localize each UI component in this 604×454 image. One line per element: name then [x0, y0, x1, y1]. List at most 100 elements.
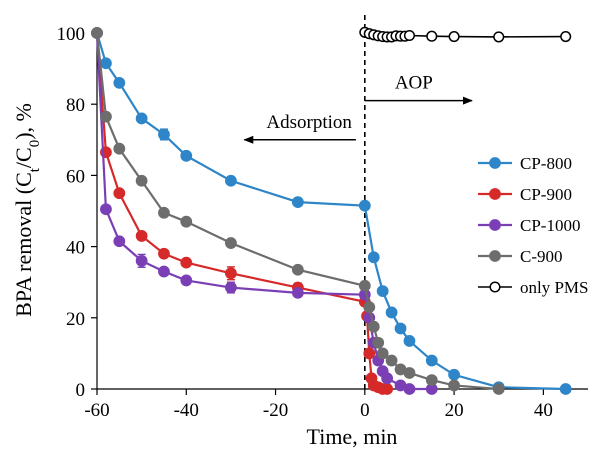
data-point: [560, 384, 571, 395]
data-point: [494, 32, 504, 42]
data-point: [373, 337, 384, 348]
data-point: [404, 335, 415, 346]
data-point: [114, 188, 125, 199]
y-tick-label: 100: [57, 24, 86, 45]
y-axis-label-part-2: /C: [11, 147, 36, 168]
data-point: [114, 143, 125, 154]
legend-swatch-marker: [490, 282, 500, 292]
chart-axes: 0 20 40 60 80 100 -60 -40 -20 0 20 40: [57, 15, 589, 421]
data-point: [136, 230, 147, 241]
data-point: [181, 216, 192, 227]
series-line-c-900: [97, 33, 499, 389]
legend-label: only PMS: [520, 278, 589, 297]
y-axis-label: BPA removal (Ct/C0), %: [11, 103, 43, 317]
data-point: [292, 264, 303, 275]
y-axis-label-part-1: BPA removal (C: [11, 172, 36, 317]
data-point: [493, 384, 504, 395]
x-tick-label: 0: [360, 400, 370, 421]
legend-swatch-marker: [490, 251, 501, 262]
data-point: [114, 236, 125, 247]
data-point: [136, 255, 147, 266]
data-point: [377, 348, 388, 359]
x-tick-label: -40: [174, 400, 199, 421]
legend-item-cp-800: CP-800: [478, 154, 572, 173]
data-point: [114, 77, 125, 88]
data-point: [377, 286, 388, 297]
legend-swatch-marker: [490, 189, 501, 200]
data-point: [427, 31, 437, 41]
series-cp-1000: [92, 28, 438, 395]
data-point: [405, 31, 415, 41]
data-point: [181, 275, 192, 286]
data-point: [100, 204, 111, 215]
data-point: [181, 257, 192, 268]
data-point: [368, 321, 379, 332]
y-tick-label: 20: [66, 309, 85, 330]
legend-label: C-900: [520, 247, 563, 266]
legend-label: CP-900: [520, 185, 572, 204]
legend-label: CP-800: [520, 154, 572, 173]
y-axis-label-part-3: ), %: [11, 103, 36, 140]
legend-swatch-marker: [490, 220, 501, 231]
series-line-cp-900: [97, 33, 387, 389]
data-point: [158, 248, 169, 259]
series-c-900: [92, 28, 505, 395]
data-point: [382, 373, 393, 384]
data-point: [364, 302, 375, 313]
data-point: [449, 32, 459, 42]
data-point: [225, 238, 236, 249]
legend-item-only-pms: only PMS: [478, 278, 589, 297]
data-point: [359, 280, 370, 291]
chart-series: [92, 27, 572, 394]
legend-item-cp-900: CP-900: [478, 185, 572, 204]
data-point: [158, 207, 169, 218]
data-point: [364, 348, 375, 359]
legend-swatch-marker: [490, 158, 501, 169]
annotation-adsorption: Adsorption: [266, 112, 352, 133]
data-point: [449, 369, 460, 380]
data-point: [100, 58, 111, 69]
data-point: [449, 380, 460, 391]
data-point: [181, 150, 192, 161]
y-axis-label-subscript-0: 0: [27, 140, 43, 148]
y-tick-label: 40: [66, 238, 85, 259]
data-point: [395, 323, 406, 334]
chart-legend: CP-800 CP-900 CP-1000 C-900 only PMS: [478, 154, 589, 297]
data-point: [92, 28, 103, 39]
data-point: [368, 252, 379, 263]
data-point: [426, 375, 437, 386]
data-point: [158, 266, 169, 277]
data-point: [404, 384, 415, 395]
y-tick-label: 60: [66, 166, 85, 187]
chart-annotations: Adsorption AOP: [244, 73, 472, 140]
x-axis-label: Time, min: [307, 424, 398, 449]
data-point: [404, 367, 415, 378]
data-point: [100, 111, 111, 122]
data-point: [386, 307, 397, 318]
annotation-aop: AOP: [395, 73, 433, 94]
data-point: [386, 355, 397, 366]
x-tick-label: -60: [84, 400, 109, 421]
x-tick-label: 20: [445, 400, 464, 421]
legend-label: CP-1000: [520, 216, 580, 235]
data-point: [292, 197, 303, 208]
data-point: [382, 384, 393, 395]
data-point: [225, 175, 236, 186]
data-point: [426, 355, 437, 366]
data-point: [225, 268, 236, 279]
data-point: [359, 200, 370, 211]
x-tick-label: -20: [263, 400, 288, 421]
data-point: [292, 287, 303, 298]
data-point: [225, 282, 236, 293]
data-point: [158, 129, 169, 140]
data-point: [136, 113, 147, 124]
y-tick-label: 80: [66, 95, 85, 116]
series-line-cp-1000: [97, 33, 432, 389]
data-point: [561, 32, 571, 42]
legend-item-cp-1000: CP-1000: [478, 216, 580, 235]
series-only-pms: [360, 27, 570, 41]
y-tick-label: 0: [76, 380, 86, 401]
x-tick-label: 40: [534, 400, 553, 421]
series-cp-900: [92, 28, 393, 395]
